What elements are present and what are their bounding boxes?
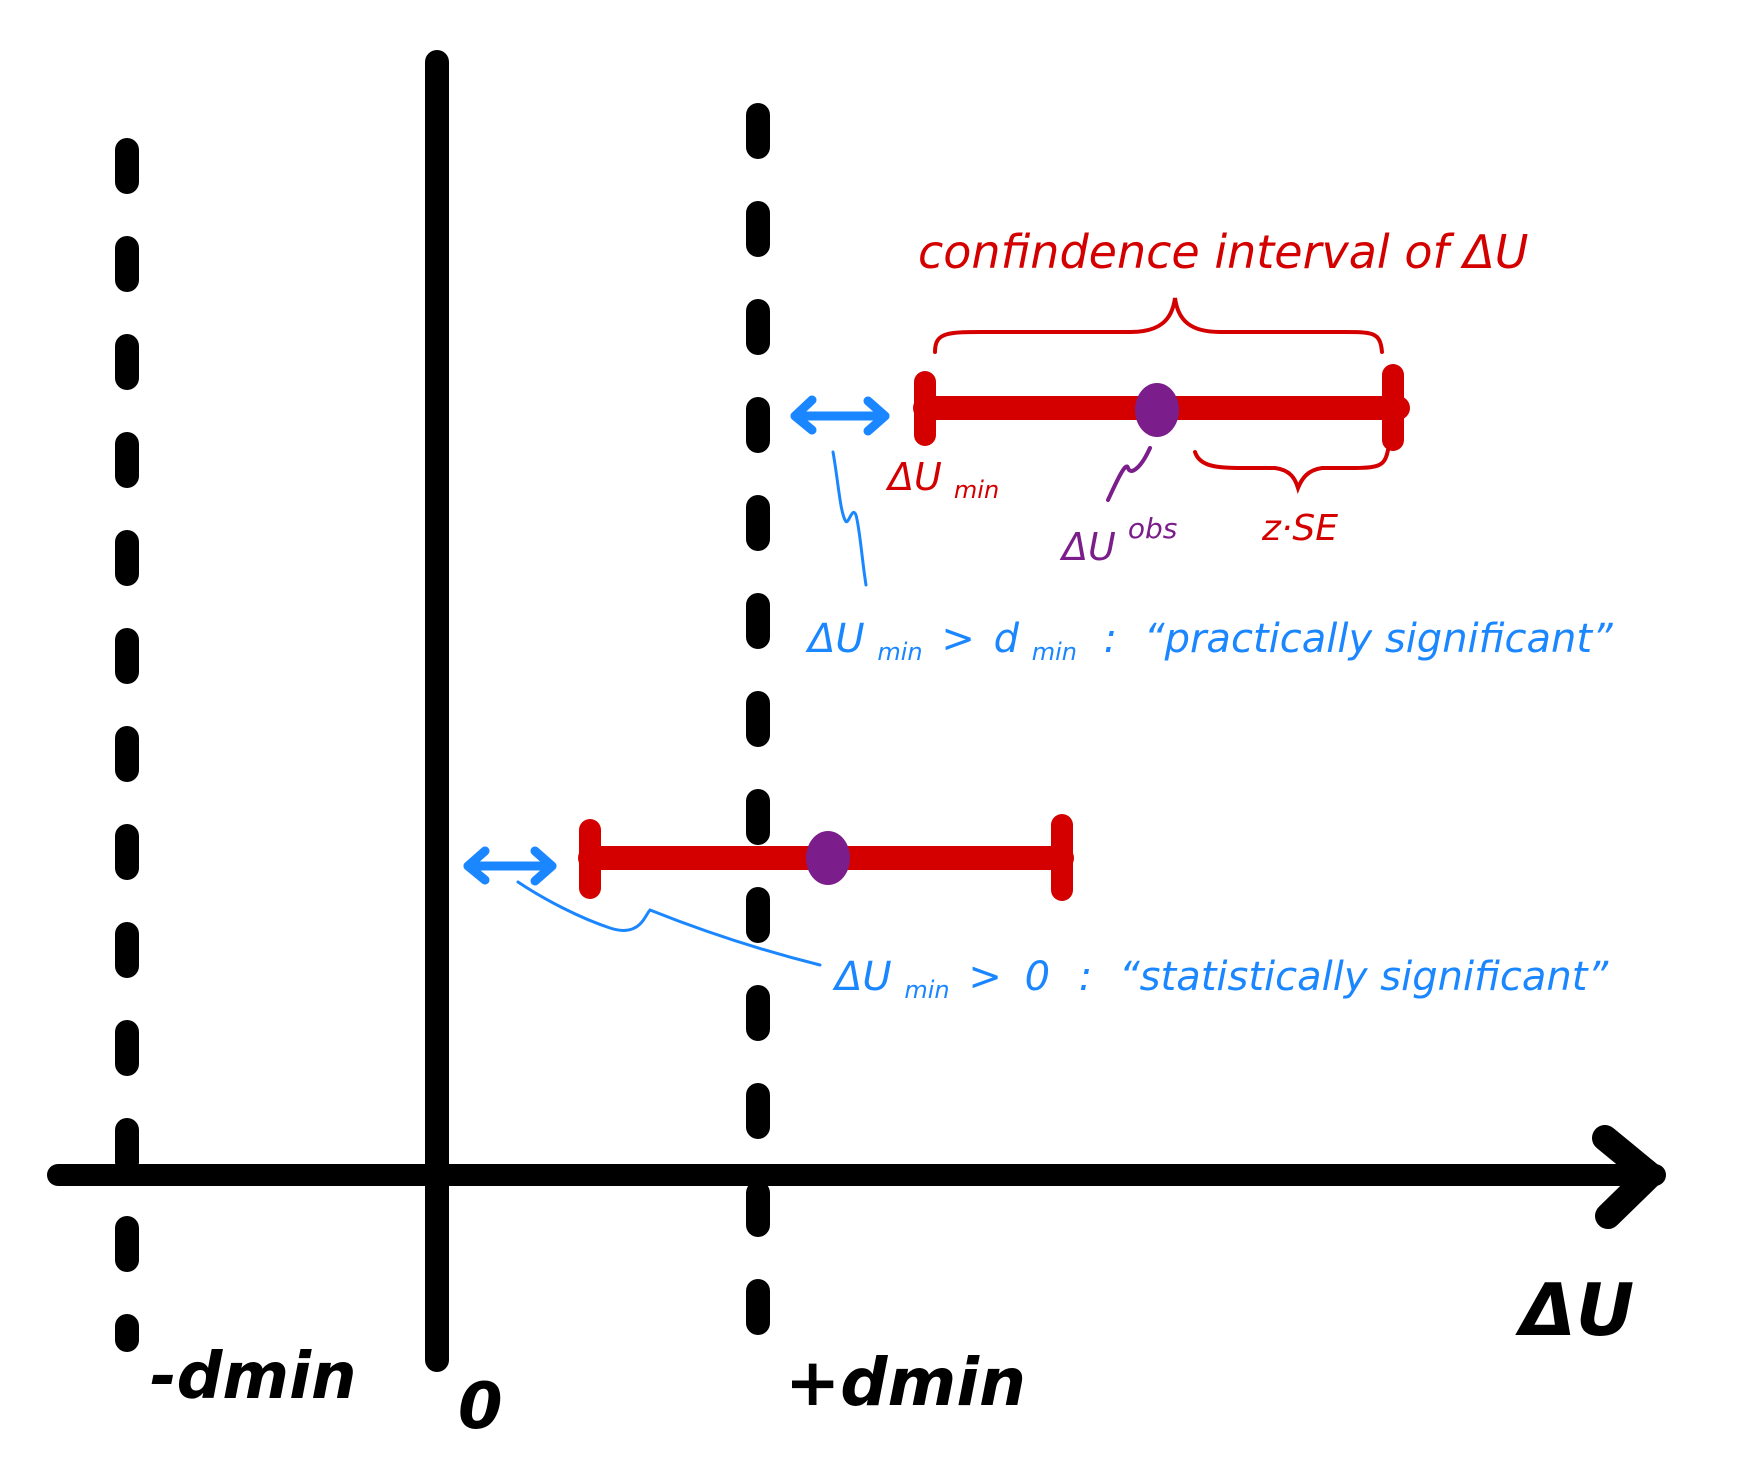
- top-interval-title: confindence interval of ΔU: [918, 225, 1528, 279]
- x-axis-label: ΔU: [1515, 1268, 1634, 1352]
- statistical-annotation: ΔU min > 0 : “statistically significant”: [832, 954, 1608, 1008]
- lower-bound-label-main: ΔU: [885, 455, 942, 499]
- estimate-label-main: ΔU: [1059, 525, 1116, 569]
- practical-annotation: ΔU min > d min : “practically significan…: [805, 616, 1613, 670]
- practical-colon: :: [1104, 616, 1117, 662]
- lower-bound-label: ΔU min: [885, 455, 999, 504]
- practical-rhs-sub: min: [1032, 638, 1077, 666]
- estimate-pointer: [1106, 446, 1152, 502]
- statistical-callout-line: [516, 880, 822, 967]
- tick-label-neg-dmin: -dmin: [150, 1340, 357, 1414]
- x-axis-arrowhead: [1592, 1125, 1663, 1229]
- top-interval-brace: [933, 297, 1384, 354]
- practical-lhs-main: ΔU: [805, 616, 865, 662]
- practical-lhs-sub: min: [877, 638, 922, 666]
- lower-bound-label-sub: min: [954, 476, 999, 504]
- statistical-op: >: [968, 954, 1002, 1000]
- estimate-label: ΔU obs: [1059, 512, 1177, 569]
- statistical-text: “statistically significant”: [1119, 954, 1608, 1000]
- statistical-lhs-sub: min: [904, 976, 949, 1004]
- tick-label-zero: 0: [458, 1370, 503, 1444]
- half-width-label: z·SE: [1261, 508, 1338, 549]
- bottom-estimate-dot: [806, 831, 850, 885]
- practical-op: >: [941, 616, 975, 662]
- half-width-brace: [1193, 448, 1390, 495]
- statistical-gap-arrow-left-head: [463, 846, 490, 885]
- top-estimate-dot: [1135, 383, 1179, 437]
- statistical-colon: :: [1079, 954, 1092, 1000]
- statistical-gap-arrow-right-head: [530, 846, 557, 886]
- tick-label-pos-dmin: +dmin: [785, 1344, 1026, 1421]
- estimate-label-sup: obs: [1128, 512, 1178, 545]
- statistical-lhs-main: ΔU: [832, 954, 892, 1000]
- practical-gap-arrow-left-head: [790, 395, 817, 435]
- statistical-rhs: 0: [1025, 954, 1050, 1000]
- practical-gap-arrow-right-head: [863, 396, 890, 436]
- practical-callout-line: [831, 450, 868, 587]
- practical-text: “practically significant”: [1144, 616, 1613, 662]
- practical-rhs-main: d: [994, 616, 1020, 662]
